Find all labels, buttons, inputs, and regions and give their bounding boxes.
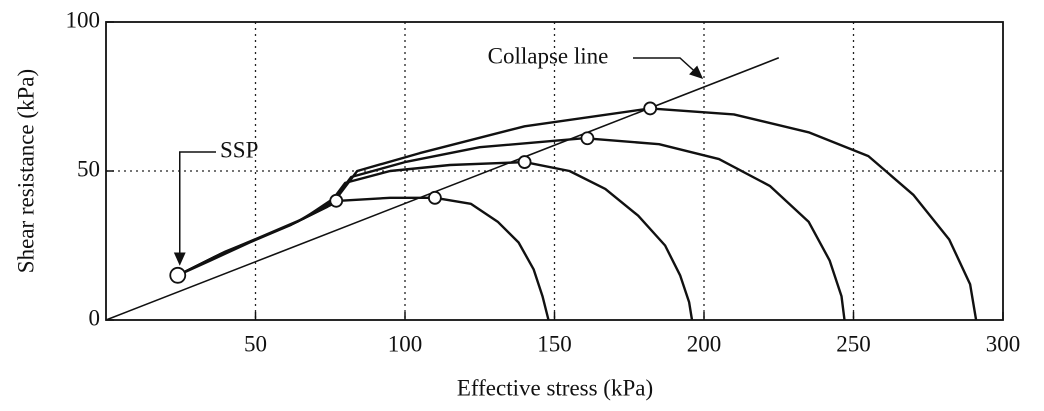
collapse-line-label: Collapse line [488, 43, 609, 68]
y-tick-label: 0 [89, 305, 101, 330]
x-tick-label: 250 [836, 331, 871, 356]
point-marker [517, 155, 532, 169]
x-tick-label: 150 [537, 331, 572, 356]
x-tick-label: 100 [388, 331, 423, 356]
stress-path [177, 196, 550, 321]
point-marker [427, 190, 442, 205]
ssp-label: SSP [220, 137, 258, 162]
point-marker [329, 193, 344, 208]
y-tick-label: 100 [66, 7, 101, 32]
point-marker [169, 266, 187, 284]
point-marker [580, 131, 595, 146]
y-tick-label: 50 [77, 156, 100, 181]
plot-frame [105, 21, 1004, 321]
stress-path [177, 107, 978, 321]
x-tick-label: 50 [244, 331, 267, 356]
x-axis-title: Effective stress (kPa) [457, 375, 653, 400]
x-tick-label: 300 [986, 331, 1021, 356]
annotation-arrow [173, 151, 216, 266]
point-marker [643, 101, 658, 116]
annotation-arrow [633, 57, 704, 80]
y-axis-title: Shear resistance (kPa) [13, 69, 38, 273]
x-tick-label: 200 [687, 331, 722, 356]
collapse-line [105, 57, 780, 321]
